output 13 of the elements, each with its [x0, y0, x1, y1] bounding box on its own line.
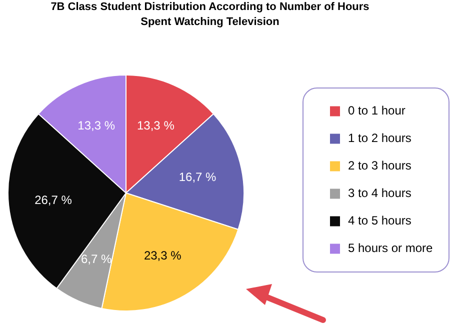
data-label: 6,7 % [80, 252, 112, 266]
legend-label: 2 to 3 hours [348, 158, 412, 172]
data-label: 13,3 % [78, 118, 116, 132]
legend-label: 3 to 4 hours [348, 186, 412, 200]
data-label: 23,3 % [144, 248, 182, 262]
data-label: 16,7 % [178, 170, 217, 184]
data-label: 13,3 % [137, 118, 175, 132]
legend-label: 0 to 1 hour [348, 103, 406, 118]
legend-label: 4 to 5 hours [348, 213, 412, 228]
legend-label: 5 hours or more [348, 240, 434, 255]
legend-label: 1 to 2 hours [348, 130, 412, 145]
chart-title: 7B Class Student Distribution According to Number of Hours Spent Watching Television [50, 1, 370, 28]
data-label: 26,7 % [34, 192, 72, 207]
